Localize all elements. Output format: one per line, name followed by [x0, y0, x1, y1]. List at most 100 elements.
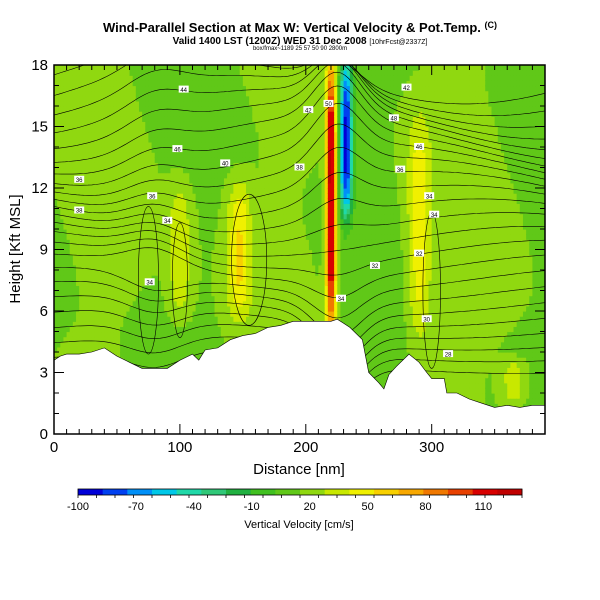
- heat-cell: [233, 70, 238, 76]
- heat-cell: [132, 172, 137, 179]
- heat-cell: [173, 100, 178, 107]
- heat-cell: [236, 280, 241, 286]
- heat-cell: [104, 336, 109, 343]
- heat-cell: [239, 147, 244, 153]
- heat-cell: [135, 280, 140, 286]
- heat-cell: [113, 316, 118, 322]
- heat-cell: [79, 167, 83, 174]
- heat-cell: [176, 249, 181, 256]
- heat-cell: [183, 280, 187, 286]
- heat-cell: [113, 95, 118, 102]
- heat-cell: [186, 346, 190, 353]
- heat-cell: [72, 234, 77, 240]
- heat-cell: [223, 223, 228, 230]
- heat-cell: [227, 300, 231, 307]
- heat-cell: [123, 280, 127, 286]
- heat-cell: [268, 147, 272, 153]
- heat-cell: [192, 131, 197, 138]
- heat-cell: [249, 275, 253, 281]
- heat-cell: [116, 254, 121, 261]
- heat-cell: [179, 136, 184, 143]
- heat-cell: [239, 305, 244, 312]
- heat-cell: [201, 65, 206, 71]
- heat-cell: [66, 336, 71, 343]
- heat-cell: [63, 157, 68, 163]
- heat-cell: [176, 229, 181, 235]
- heat-cell: [195, 270, 200, 276]
- heat-cell: [85, 75, 90, 81]
- heat-cell: [208, 177, 212, 184]
- heat-cell: [170, 167, 175, 174]
- heat-cell: [76, 218, 80, 225]
- heat-cell: [116, 85, 121, 92]
- heat-cell: [268, 152, 272, 158]
- heat-cell: [245, 290, 250, 297]
- heat-cell: [148, 85, 153, 92]
- heat-cell: [161, 275, 165, 281]
- heat-cell: [195, 147, 200, 153]
- heat-cell: [129, 270, 134, 276]
- heat-cell: [195, 352, 200, 358]
- heat-cell: [268, 121, 272, 128]
- heat-cell: [142, 229, 146, 235]
- heat-cell: [132, 280, 137, 286]
- heat-cell: [104, 229, 109, 235]
- heat-cell: [192, 239, 197, 245]
- heat-cell: [264, 305, 269, 312]
- heat-cell: [264, 244, 269, 251]
- heat-cell: [76, 136, 80, 143]
- heat-cell: [69, 346, 74, 353]
- heat-cell: [170, 346, 175, 353]
- heat-cell: [145, 341, 150, 348]
- heat-cell: [173, 336, 178, 343]
- heat-cell: [132, 357, 137, 363]
- heat-cell: [148, 90, 153, 97]
- heat-cell: [82, 264, 87, 271]
- heat-cell: [104, 321, 109, 327]
- heat-cell: [183, 239, 187, 245]
- heat-cell: [113, 65, 118, 71]
- heat-cell: [205, 254, 209, 261]
- heat-cell: [116, 203, 121, 210]
- heat-cell: [54, 275, 58, 281]
- heat-cell: [176, 357, 181, 363]
- heat-cell: [217, 326, 222, 333]
- heat-cell: [249, 280, 253, 286]
- heat-cell: [113, 116, 118, 122]
- heat-cell: [242, 218, 247, 225]
- heat-cell: [60, 341, 65, 348]
- heat-cell: [82, 111, 87, 117]
- heat-cell: [236, 326, 241, 333]
- heat-cell: [252, 239, 257, 245]
- heat-cell: [57, 280, 61, 286]
- heat-cell: [63, 136, 68, 143]
- heat-cell: [220, 121, 225, 128]
- heat-cell: [236, 290, 241, 297]
- heat-cell: [201, 326, 206, 333]
- heat-cell: [138, 346, 143, 353]
- heat-cell: [138, 264, 143, 271]
- heat-cell: [145, 234, 150, 240]
- heat-cell: [120, 331, 124, 338]
- heat-cell: [192, 264, 197, 271]
- heat-cell: [227, 188, 231, 194]
- heat-cell: [54, 116, 58, 122]
- heat-cell: [258, 85, 263, 92]
- heat-cell: [173, 65, 178, 71]
- heat-cell: [123, 157, 127, 163]
- heat-cell: [54, 331, 58, 338]
- heat-cell: [88, 249, 93, 256]
- heat-cell: [94, 162, 99, 169]
- heat-cell: [217, 147, 222, 153]
- heat-cell: [261, 65, 266, 71]
- heat-cell: [255, 85, 260, 92]
- heat-cell: [120, 141, 124, 148]
- heat-cell: [157, 259, 162, 266]
- heat-cell: [107, 316, 112, 322]
- heat-cell: [211, 65, 216, 71]
- heat-cell: [76, 270, 80, 276]
- heat-cell: [126, 331, 131, 338]
- heat-cell: [233, 193, 238, 199]
- heat-cell: [186, 152, 190, 158]
- heat-cell: [198, 331, 203, 338]
